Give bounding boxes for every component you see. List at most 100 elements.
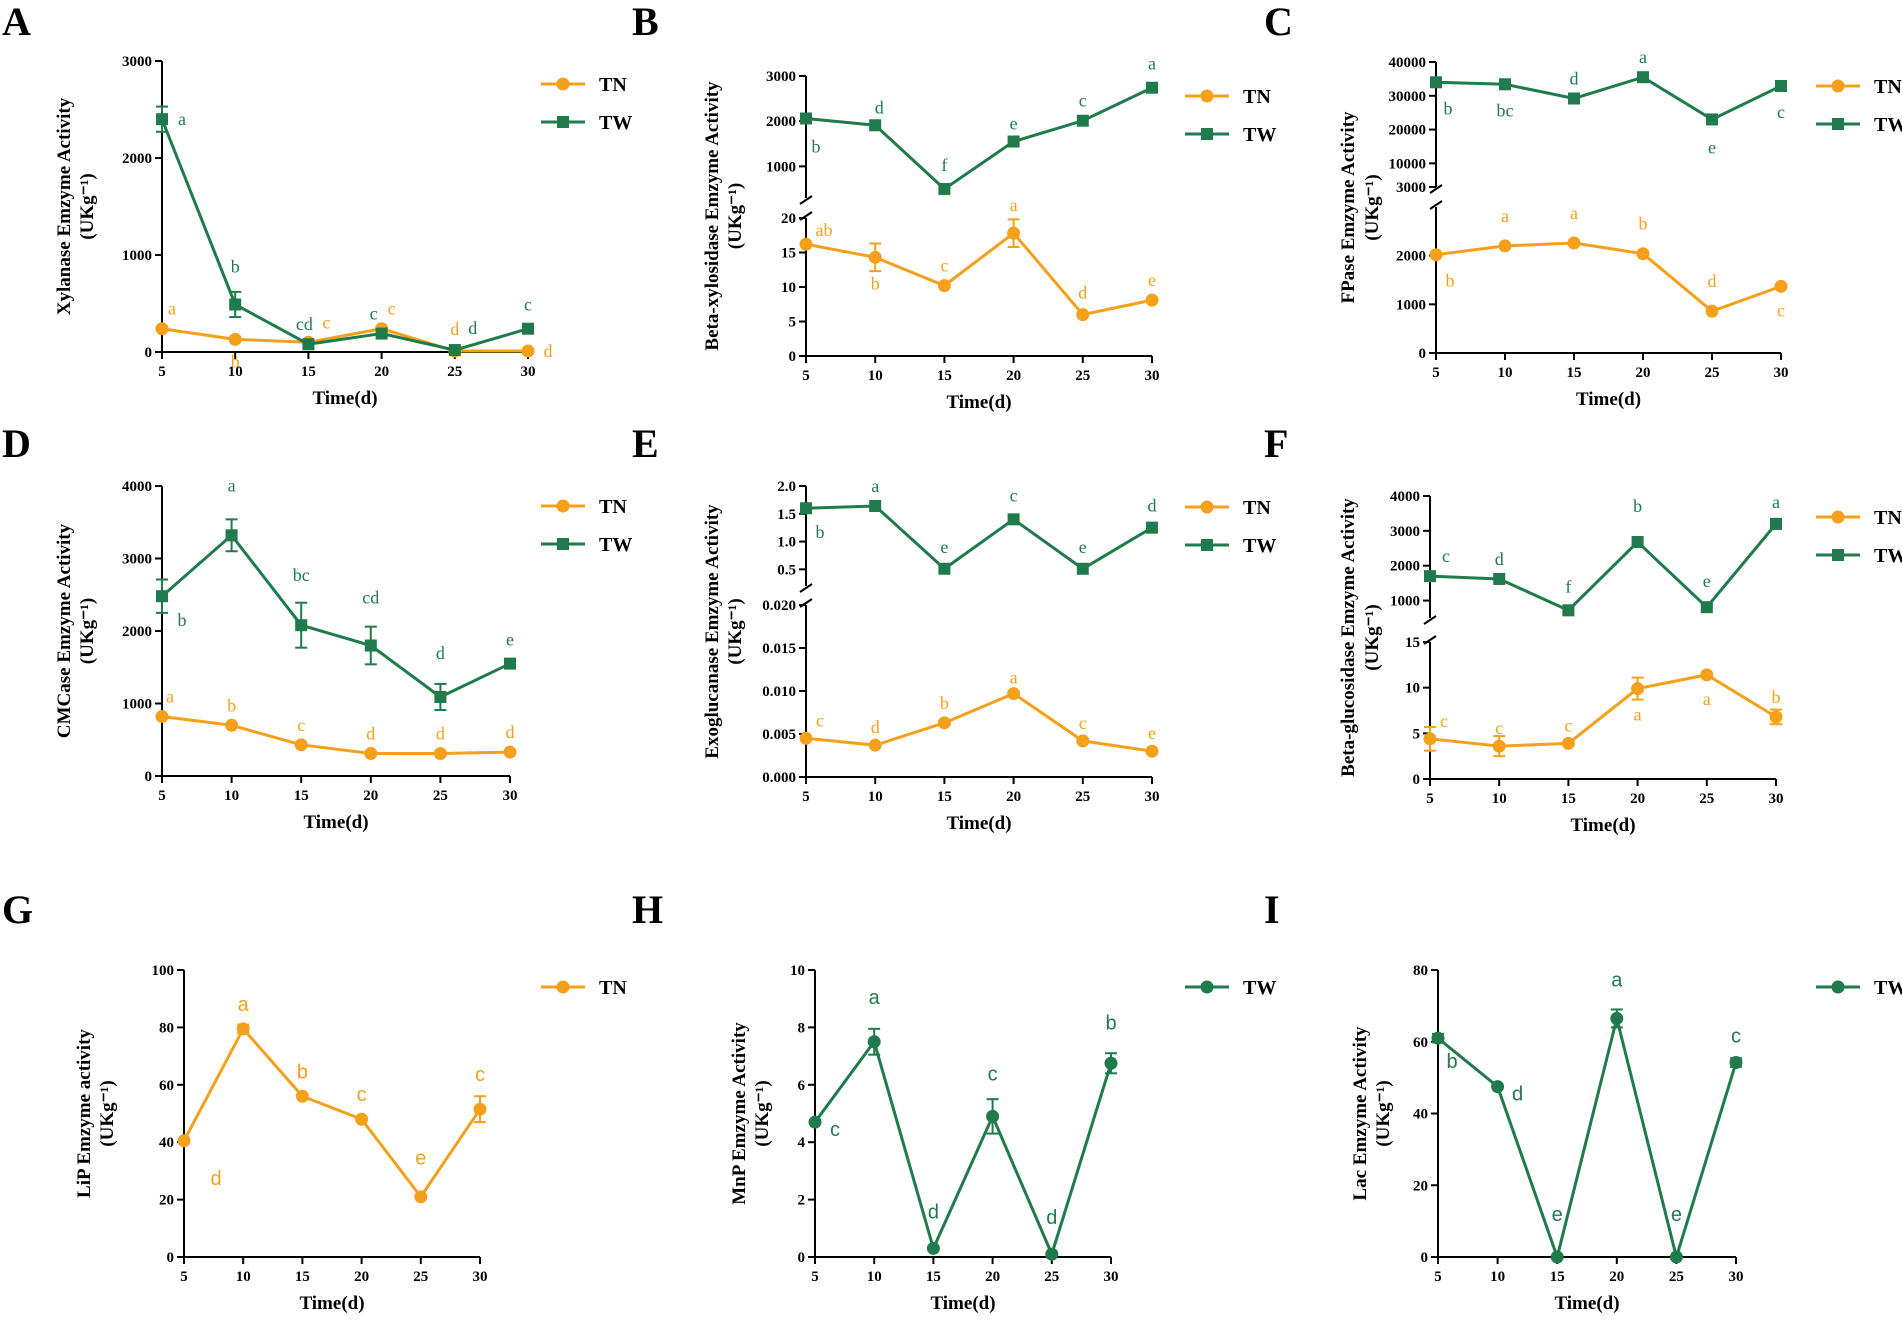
data-point-tn — [355, 1112, 369, 1126]
legend-label: TW — [1243, 535, 1276, 557]
x-axis-label: Time(d) — [312, 388, 377, 409]
legend-label: TN — [1874, 76, 1902, 98]
data-point-tw — [375, 327, 388, 340]
data-point-tn — [177, 1134, 191, 1148]
series-line-tn — [161, 327, 528, 353]
significance-label: a — [1010, 668, 1018, 688]
x-tick-label: 25 — [1044, 1269, 1059, 1285]
significance-label: d — [506, 722, 515, 742]
y-tick-label: 4 — [798, 1135, 806, 1151]
legend-label: TN — [599, 977, 627, 999]
y-tick-label: 3000 — [1390, 524, 1420, 540]
x-tick-label: 5 — [180, 1269, 188, 1285]
significance-label: c — [322, 312, 330, 332]
significance-label: a — [238, 994, 250, 1016]
legend-marker — [1201, 128, 1213, 140]
data-point-tw — [1424, 570, 1436, 583]
significance-label: d — [450, 319, 459, 339]
x-tick-label: 10 — [1492, 791, 1507, 807]
x-tick-label: 20 — [1609, 1269, 1624, 1285]
data-point-tw — [1076, 114, 1089, 127]
x-tick-label: 25 — [1669, 1269, 1684, 1285]
x-tick-label: 10 — [236, 1269, 251, 1285]
y-tick-label: 0 — [145, 769, 153, 785]
legend-label: TW — [1874, 114, 1902, 136]
y-tick-label: 0.5 — [777, 562, 796, 578]
data-point-tn — [414, 1190, 428, 1204]
y-tick-label: 40000 — [1389, 55, 1427, 71]
legend-item-tw: TW — [1185, 977, 1276, 999]
significance-label: ab — [816, 220, 833, 240]
data-point-tw — [1104, 1056, 1118, 1070]
significance-label: e — [1148, 723, 1156, 743]
chart-panel-a: A 0 1000 2000 3000 5 10 15 20 25 30 Time(d) Xylanase… — [2, 0, 632, 409]
x-tick-label: 30 — [521, 364, 536, 380]
significance-label: b — [227, 695, 236, 715]
data-point-tn — [225, 718, 239, 732]
significance-label: c — [1495, 718, 1503, 738]
data-point-tn — [1492, 739, 1506, 753]
significance-label: f — [941, 155, 947, 175]
significance-label: a — [1639, 47, 1647, 67]
legend-marker — [557, 116, 569, 128]
data-point-tw — [448, 344, 461, 357]
significance-label: a — [1570, 203, 1578, 223]
y-axis-label: Exoglucanase Emzyme Activity — [702, 504, 723, 759]
significance-label: d — [1078, 283, 1087, 303]
data-point-tn — [1076, 308, 1090, 322]
legend-label: TN — [1243, 86, 1271, 108]
legend-marker — [1831, 510, 1845, 524]
y-axis-label: Beta-xylosidase Emzyme Activity — [702, 81, 723, 351]
data-point-tw — [1706, 113, 1718, 126]
significance-label: c — [475, 1064, 485, 1086]
data-point-tw — [434, 690, 447, 703]
significance-label: c — [830, 1119, 840, 1141]
x-tick-label: 5 — [802, 789, 810, 805]
y-axis-unit: (UKg⁻¹) — [77, 173, 98, 239]
y-tick-label: 10 — [1405, 681, 1420, 697]
y-axis-label: CMCase Emzyme Activity — [54, 523, 75, 738]
significance-label: b — [297, 1061, 308, 1083]
data-point-tw — [1700, 601, 1713, 614]
x-tick-label: 30 — [503, 788, 518, 804]
significance-label: b — [1105, 1012, 1116, 1034]
significance-label: c — [1442, 546, 1450, 566]
x-tick-label: 15 — [301, 364, 316, 380]
significance-label: c — [297, 715, 305, 735]
chart-panel-i: I 0 20 40 60 80 5 10 15 20 25 30 Time(d) Lac Emzyme A… — [1264, 887, 1902, 1314]
y-tick-label: 20 — [1413, 1178, 1428, 1194]
significance-label: b — [1444, 98, 1453, 118]
y-tick-label: 1000 — [1396, 297, 1426, 313]
data-point-tn — [228, 332, 242, 346]
x-tick-label: 20 — [1636, 365, 1651, 381]
significance-label: e — [1552, 1204, 1563, 1226]
y-tick-label: 80 — [159, 1020, 174, 1036]
legend-item-tn: TN — [1816, 507, 1902, 529]
y-tick-label: 0 — [145, 345, 153, 361]
data-point-tn — [1631, 682, 1645, 696]
significance-label: a — [1611, 969, 1623, 991]
y-tick-label: 0.020 — [762, 598, 796, 614]
significance-label: a — [1772, 492, 1780, 512]
y-axis-label: Lac Emzyme Activity — [1350, 1026, 1371, 1201]
data-point-tn — [155, 322, 169, 336]
x-tick-label: 30 — [1774, 365, 1789, 381]
legend-label: TN — [599, 74, 627, 96]
legend-item-tn: TN — [1816, 76, 1902, 98]
y-tick-label: 1.5 — [777, 507, 796, 523]
x-tick-label: 25 — [1699, 791, 1714, 807]
significance-label: d — [1512, 1084, 1523, 1106]
y-tick-label: 60 — [159, 1078, 174, 1094]
significance-label: d — [210, 1168, 221, 1190]
data-point-tn — [503, 745, 517, 759]
significance-label: c — [1777, 300, 1785, 320]
significance-label: bc — [293, 565, 310, 585]
data-point-tn — [1498, 239, 1512, 253]
x-tick-label: 20 — [1006, 789, 1021, 805]
significance-label: c — [524, 295, 532, 315]
legend-item-tn: TN — [541, 977, 627, 999]
y-tick-label: 4000 — [122, 479, 152, 495]
y-axis-unit: (UKg⁻¹) — [1373, 1080, 1394, 1146]
data-point-tw — [1431, 1031, 1445, 1045]
legend-label: TW — [599, 534, 632, 556]
